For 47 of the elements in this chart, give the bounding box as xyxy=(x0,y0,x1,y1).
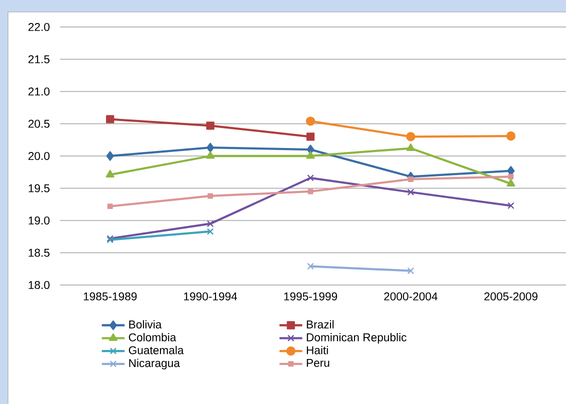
point xyxy=(406,132,416,142)
point xyxy=(407,188,414,196)
point xyxy=(306,132,315,141)
point xyxy=(206,122,214,130)
point xyxy=(206,151,215,159)
y-tick-label: 20.0 xyxy=(28,152,50,160)
point xyxy=(106,151,114,161)
x-tick-label: 2005-2009 xyxy=(484,292,538,300)
point xyxy=(206,220,214,228)
x-tick-label: 1995-1999 xyxy=(284,292,338,300)
y-tick-label: 20.5 xyxy=(28,120,50,128)
legend-label: Peru xyxy=(306,358,330,367)
legend-label: Nicaragua xyxy=(129,358,180,370)
point xyxy=(208,193,214,199)
point xyxy=(206,228,214,235)
point xyxy=(507,202,514,210)
point xyxy=(107,204,113,210)
y-tick-label: 21.0 xyxy=(28,88,50,96)
legend-label: Haiti xyxy=(306,346,328,354)
point xyxy=(308,188,314,194)
point xyxy=(306,151,315,159)
y-tick-label: 18.5 xyxy=(28,248,50,257)
y-tick-label: 18.0 xyxy=(28,281,50,290)
point xyxy=(307,174,314,182)
point xyxy=(506,178,516,186)
x-tick-label: 1990-1994 xyxy=(184,292,238,300)
point xyxy=(506,131,516,141)
point xyxy=(306,116,316,126)
legend-label: Colombia xyxy=(128,333,176,342)
point xyxy=(106,170,114,178)
legend-label: Brazil xyxy=(306,320,334,328)
point xyxy=(206,142,214,152)
legend-label: Dominican Republic xyxy=(306,333,406,344)
y-tick-label: 21.5 xyxy=(28,55,50,64)
y-tick-label: 19.5 xyxy=(28,184,50,192)
y-tick-label: 22.0 xyxy=(28,22,50,32)
point xyxy=(508,174,514,180)
legend-label: Guatemala xyxy=(128,346,184,354)
y-tick-label: 19.0 xyxy=(28,216,50,225)
point xyxy=(106,115,114,124)
x-tick-label: 1985-1989 xyxy=(84,292,137,300)
point xyxy=(407,267,414,274)
legend-label: Bolivia xyxy=(129,320,162,328)
x-tick-label: 2000-2004 xyxy=(384,292,438,300)
point xyxy=(307,262,314,270)
point xyxy=(408,176,414,182)
point xyxy=(406,143,415,151)
